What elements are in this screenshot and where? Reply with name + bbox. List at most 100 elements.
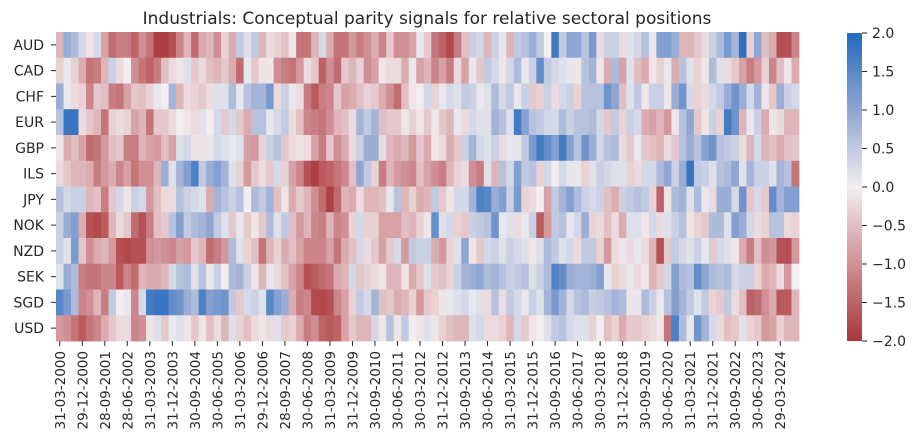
heatmap-cell: [56, 109, 64, 136]
heatmap-cell: [401, 186, 410, 213]
heatmap-cell: [476, 57, 485, 84]
heatmap-cell: [206, 160, 215, 187]
heatmap-cell: [641, 212, 650, 239]
heatmap-cell: [633, 289, 642, 316]
heatmap-cell: [611, 289, 620, 316]
heatmap-cell: [71, 57, 79, 84]
heatmap-cell: [296, 135, 305, 162]
heatmap-cell: [56, 32, 64, 59]
heatmap-cell: [348, 32, 357, 59]
heatmap-cell: [333, 186, 342, 213]
row-label: AUD: [13, 38, 44, 54]
heatmap-cell: [273, 238, 282, 265]
heatmap-cell: [558, 238, 567, 265]
heatmap-cell: [768, 83, 777, 110]
heatmap-cell: [393, 263, 402, 290]
heatmap-cell: [641, 315, 650, 342]
heatmap-cell: [723, 212, 732, 239]
heatmap-cell: [566, 32, 575, 59]
heatmap-cell: [573, 289, 582, 316]
heatmap-cell: [641, 289, 650, 316]
heatmap-cell: [318, 212, 327, 239]
heatmap-cell: [708, 238, 717, 265]
heatmap-cell: [348, 238, 357, 265]
heatmap-cell: [318, 57, 327, 84]
heatmap-cell: [348, 289, 357, 316]
heatmap-cell: [626, 263, 635, 290]
heatmap-cell: [528, 32, 537, 59]
heatmap-cell: [543, 83, 552, 110]
heatmap-cell: [746, 135, 755, 162]
heatmap-cell: [273, 160, 282, 187]
heatmap-cell: [783, 83, 792, 110]
heatmap-cell: [408, 83, 417, 110]
heatmap-cell: [446, 109, 455, 136]
heatmap-cell: [693, 109, 702, 136]
heatmap-cell: [423, 32, 432, 59]
heatmap-cell: [551, 315, 560, 342]
heatmap-cell: [356, 135, 365, 162]
heatmap-cell: [341, 83, 350, 110]
heatmap-cell: [783, 57, 792, 84]
heatmap-cell: [198, 57, 207, 84]
heatmap-cell: [326, 109, 335, 136]
column-label: 30-06-2011: [390, 351, 406, 429]
heatmap-cell: [123, 109, 132, 136]
heatmap-cell: [693, 315, 702, 342]
heatmap-cell: [416, 109, 425, 136]
heatmap-cell: [686, 109, 695, 136]
heatmap-cell: [663, 83, 672, 110]
heatmap-cell: [108, 212, 117, 239]
heatmap-cell: [243, 160, 252, 187]
heatmap-cell: [318, 32, 327, 59]
heatmap-cell: [116, 263, 124, 290]
heatmap-cell: [716, 135, 725, 162]
heatmap-cell: [693, 212, 702, 239]
heatmap-cell: [423, 289, 432, 316]
heatmap-cell: [588, 263, 597, 290]
heatmap-cell: [626, 186, 635, 213]
heatmap-cell: [378, 289, 387, 316]
row-label: ILS: [23, 167, 44, 183]
heatmap-cell: [258, 263, 267, 290]
heatmap-cell: [101, 32, 109, 59]
heatmap-cell: [768, 57, 777, 84]
heatmap-cell: [213, 315, 222, 342]
heatmap-cell: [386, 212, 395, 239]
heatmap-cell: [648, 289, 657, 316]
heatmap-cell: [86, 212, 94, 239]
heatmap-cell: [431, 238, 440, 265]
heatmap-cell: [438, 160, 447, 187]
heatmap-cell: [506, 83, 515, 110]
heatmap-cell: [161, 315, 169, 342]
heatmap-cell: [753, 289, 762, 316]
heatmap-cell: [303, 289, 312, 316]
heatmap-cell: [168, 109, 177, 136]
heatmap-cell: [213, 32, 222, 59]
heatmap-cell: [378, 135, 387, 162]
heatmap-cell: [333, 238, 342, 265]
column-label: 30-09-2013: [458, 351, 474, 429]
heatmap-cell: [378, 315, 387, 342]
heatmap-cell: [528, 109, 537, 136]
heatmap-cell: [663, 186, 672, 213]
heatmap-cell: [446, 135, 455, 162]
heatmap-cell: [243, 83, 252, 110]
heatmap-cell: [318, 135, 327, 162]
heatmap-cell: [791, 109, 800, 136]
heatmap-cell: [318, 315, 327, 342]
heatmap-cell: [603, 315, 612, 342]
heatmap-cell: [543, 289, 552, 316]
heatmap-cell: [746, 160, 755, 187]
heatmap-cell: [453, 315, 462, 342]
heatmap-cell: [356, 289, 365, 316]
heatmap-cell: [183, 238, 192, 265]
heatmap-cell: [618, 109, 627, 136]
column-label: 30-06-2017: [571, 351, 587, 429]
heatmap-cell: [183, 186, 192, 213]
heatmap-cell: [791, 315, 800, 342]
heatmap-cell: [56, 289, 64, 316]
heatmap-cell: [93, 109, 102, 136]
heatmap-cell: [603, 238, 612, 265]
heatmap-cell: [701, 57, 710, 84]
